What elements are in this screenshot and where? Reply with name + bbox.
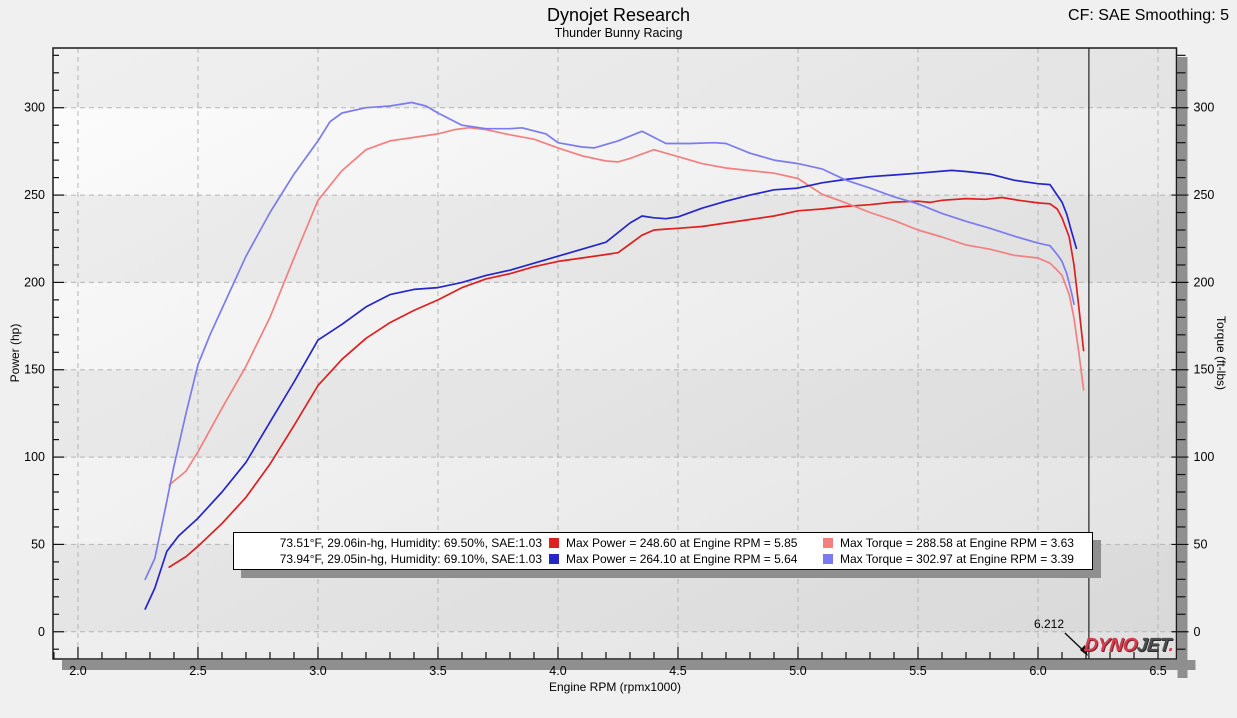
run1-environment-text: 73.51°F, 29.06in-hg, Humidity: 69.50%, S… [279,536,542,550]
x-tick-label: 6.5 [1149,664,1166,678]
curve-run2-power [144,169,1078,610]
y-right-tick-label: 0 [1194,625,1201,639]
run1-max-torque-text: Max Torque = 288.58 at Engine RPM = 3.63 [840,536,1074,550]
plot-band [53,48,1177,108]
curve-run1-power [168,196,1085,568]
dynojet-logo-dyno: DYNO [1082,635,1139,656]
x-tick-label: 4.0 [549,664,566,678]
y-right-tick-label: 50 [1194,537,1208,551]
x-tick-label: 3.5 [429,664,446,678]
x-tick-label: 5.5 [909,664,926,678]
y-left-tick-label: 150 [24,363,45,377]
dynojet-logo-jet: JET [1135,635,1170,656]
page-title: Dynojet Research [546,5,691,25]
y-right-tick-label: 250 [1194,188,1215,202]
x-axis-label-rpm: Engine RPM (rpmx1000) [548,680,682,694]
y-left-tick-label: 200 [24,275,45,289]
x-tick-label: 2.5 [189,664,206,678]
y-left-tick-label: 300 [24,101,45,115]
curve-run2-torque [144,101,1075,581]
cursor-rpm-annotation: 6.212 [1034,617,1065,631]
y-left-tick-label: 100 [24,450,45,464]
cf-smoothing-label: CF: SAE Smoothing: 5 [1068,7,1229,24]
y-left-tick-label: 250 [24,188,45,202]
run2-power-color-swatch [549,554,559,564]
y-axis-label-torque: Torque (ft-lbs) [1214,315,1228,391]
run2-max-power-text: Max Power = 264.10 at Engine RPM = 5.64 [566,552,798,566]
legend-row-run1: 73.51°F, 29.06in-hg, Humidity: 69.50%, S… [242,535,1084,551]
x-tick-label: 2.0 [69,664,86,678]
plot-band [53,195,1177,283]
y-left-tick-label: 0 [38,625,45,639]
run1-torque-color-swatch [823,538,833,548]
plot-shadow-right [1177,57,1188,678]
y-right-tick-label: 300 [1194,101,1215,115]
y-axis-label-power: Power (hp) [8,323,22,383]
plot-band [53,369,1177,458]
legend-box: 73.51°F, 29.06in-hg, Humidity: 69.50%, S… [233,532,1093,570]
plot-border [52,47,1178,660]
dynojet-logo: DYNOJET. [1083,635,1175,657]
x-tick-label: 6.0 [1029,664,1046,678]
run2-max-torque-text: Max Torque = 302.97 at Engine RPM = 3.39 [840,552,1074,566]
legend-row-run2: 73.94°F, 29.05in-hg, Humidity: 69.10%, S… [242,551,1084,567]
x-tick-label: 3.0 [309,664,326,678]
run1-power-color-swatch [549,538,559,548]
run2-environment-text: 73.94°F, 29.05in-hg, Humidity: 69.10%, S… [279,552,542,566]
curve-run1-torque [168,126,1085,486]
y-right-tick-label: 200 [1194,275,1215,289]
x-tick-label: 4.5 [669,664,686,678]
x-tick-label: 5.0 [789,664,806,678]
plot-shadow-bottom [62,660,1196,670]
run1-max-power-text: Max Power = 248.60 at Engine RPM = 5.85 [566,536,798,550]
run2-torque-color-swatch [823,554,833,564]
y-right-tick-label: 150 [1194,363,1215,377]
y-left-tick-label: 50 [31,537,45,551]
y-right-tick-label: 100 [1194,450,1215,464]
header: Dynojet Research Thunder Bunny Racing [0,5,1237,41]
page-subtitle: Thunder Bunny Racing [554,26,683,40]
